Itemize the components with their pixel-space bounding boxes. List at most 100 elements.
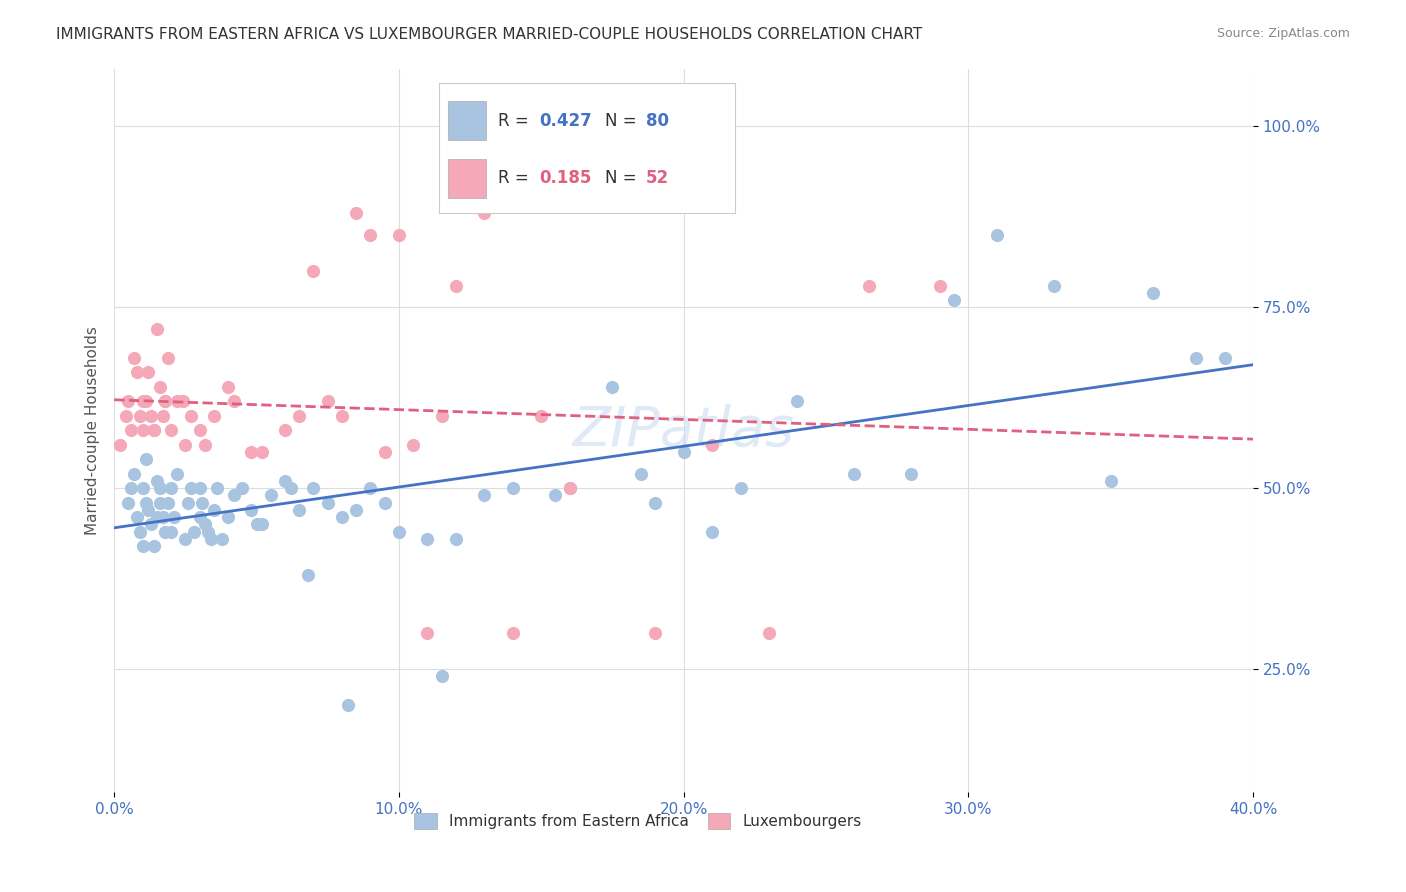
Point <box>1099 474 1122 488</box>
Point <box>644 625 666 640</box>
Point <box>288 503 311 517</box>
Point <box>174 532 197 546</box>
Point <box>143 539 166 553</box>
Point <box>558 481 581 495</box>
Point <box>231 481 253 495</box>
Point <box>316 394 339 409</box>
Point <box>388 524 411 539</box>
Point <box>1042 278 1064 293</box>
Point <box>191 495 214 509</box>
Point <box>128 524 150 539</box>
Point <box>544 488 567 502</box>
Point <box>630 467 652 481</box>
Point <box>155 394 177 409</box>
Point <box>758 625 780 640</box>
Point <box>472 206 495 220</box>
Point <box>160 481 183 495</box>
Point <box>134 452 156 467</box>
Point <box>157 351 180 365</box>
Point <box>700 524 723 539</box>
Point <box>149 481 172 495</box>
Point <box>108 438 131 452</box>
Point <box>900 467 922 481</box>
Point <box>530 409 553 423</box>
Point <box>359 227 381 242</box>
Point <box>502 481 524 495</box>
Point <box>1213 351 1236 365</box>
Point <box>194 438 217 452</box>
Point <box>502 625 524 640</box>
Point <box>217 510 239 524</box>
Point <box>155 394 177 409</box>
Point <box>183 524 205 539</box>
Point <box>245 517 267 532</box>
Point <box>122 467 145 481</box>
Point <box>786 394 808 409</box>
Point <box>416 625 439 640</box>
Point <box>402 438 425 452</box>
Point <box>131 423 153 437</box>
Point <box>330 510 353 524</box>
Point <box>146 474 169 488</box>
Point <box>288 409 311 423</box>
Point <box>143 423 166 437</box>
Point <box>205 481 228 495</box>
Point <box>152 510 174 524</box>
Point <box>172 394 194 409</box>
Point <box>138 503 160 517</box>
Point <box>134 394 156 409</box>
Point <box>297 568 319 582</box>
Y-axis label: Married-couple Households: Married-couple Households <box>86 326 100 534</box>
Point <box>280 481 302 495</box>
Point <box>374 445 396 459</box>
Point <box>174 438 197 452</box>
Point <box>117 495 139 509</box>
Point <box>166 394 188 409</box>
Point <box>120 423 142 437</box>
Point <box>388 227 411 242</box>
Point <box>180 409 202 423</box>
Point <box>120 481 142 495</box>
Point <box>222 394 245 409</box>
Point <box>128 409 150 423</box>
Legend: Immigrants from Eastern Africa, Luxembourgers: Immigrants from Eastern Africa, Luxembou… <box>408 806 868 835</box>
Point <box>211 532 233 546</box>
Point <box>149 380 172 394</box>
Point <box>672 445 695 459</box>
Point <box>430 669 453 683</box>
Point <box>858 278 880 293</box>
Point <box>166 467 188 481</box>
Point <box>344 206 367 220</box>
Point <box>239 503 262 517</box>
Point <box>141 409 163 423</box>
Point <box>1185 351 1208 365</box>
Point <box>134 495 156 509</box>
Point <box>197 524 219 539</box>
Point <box>138 365 160 379</box>
Point <box>188 423 211 437</box>
Point <box>430 409 453 423</box>
Point <box>114 409 136 423</box>
Point <box>274 423 297 437</box>
Point <box>330 409 353 423</box>
Point <box>239 445 262 459</box>
Point <box>302 481 325 495</box>
Point <box>200 532 222 546</box>
Point <box>146 510 169 524</box>
Point <box>274 474 297 488</box>
Point <box>117 394 139 409</box>
Point <box>943 293 966 307</box>
Point <box>986 227 1008 242</box>
Point <box>558 481 581 495</box>
Point <box>188 481 211 495</box>
Point <box>1142 285 1164 300</box>
Point <box>149 495 172 509</box>
Point <box>180 481 202 495</box>
Point <box>125 365 148 379</box>
Point <box>131 394 153 409</box>
Point <box>602 380 624 394</box>
Point <box>125 510 148 524</box>
Point <box>131 481 153 495</box>
Point <box>188 510 211 524</box>
Point <box>416 532 439 546</box>
